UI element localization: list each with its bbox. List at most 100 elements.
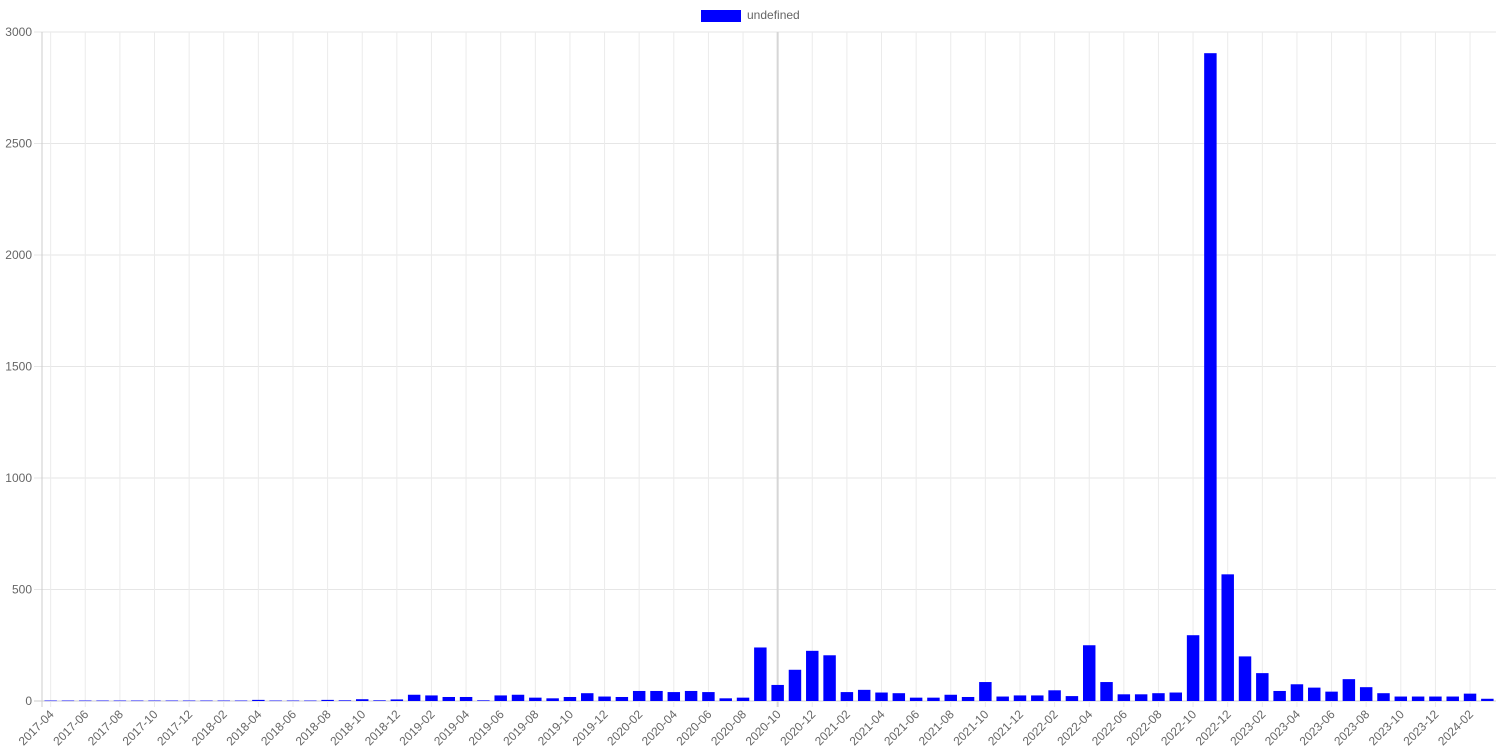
bar[interactable] — [1031, 695, 1044, 701]
x-tick-label: 2019-04 — [431, 707, 472, 748]
bar[interactable] — [1377, 693, 1390, 701]
bar[interactable] — [217, 700, 230, 702]
bar[interactable] — [390, 699, 404, 701]
bar[interactable] — [875, 692, 888, 701]
y-tick-label: 2500 — [5, 137, 32, 151]
x-tick-label: 2019-10 — [535, 707, 576, 748]
bar[interactable] — [355, 699, 369, 701]
bar[interactable] — [909, 697, 923, 701]
bar[interactable] — [529, 697, 542, 701]
bar[interactable] — [1152, 693, 1165, 701]
bar[interactable] — [840, 692, 854, 701]
bar[interactable] — [165, 700, 179, 702]
bar[interactable] — [252, 699, 265, 701]
bar[interactable] — [771, 684, 784, 701]
bar[interactable] — [1048, 690, 1061, 701]
x-tick-label: 2022-02 — [1020, 707, 1061, 748]
bar[interactable] — [1394, 696, 1408, 701]
bar[interactable] — [407, 694, 421, 701]
x-tick-label: 2022-08 — [1124, 707, 1165, 748]
bar[interactable] — [304, 700, 317, 702]
bar[interactable] — [1359, 687, 1373, 701]
x-tick-label: 2018-06 — [258, 707, 299, 748]
bar[interactable] — [1013, 695, 1027, 701]
bar[interactable] — [563, 696, 577, 701]
bar[interactable] — [615, 696, 629, 701]
bar[interactable] — [1256, 673, 1269, 701]
legend-label[interactable]: undefined — [747, 8, 800, 22]
bar[interactable] — [598, 696, 611, 701]
x-tick-label: 2023-04 — [1262, 707, 1303, 748]
bar[interactable] — [961, 696, 975, 701]
bar[interactable] — [857, 689, 871, 701]
x-tick-label: 2017-04 — [16, 707, 57, 748]
bar[interactable] — [1411, 696, 1425, 701]
bar[interactable] — [113, 700, 127, 702]
bar[interactable] — [130, 700, 144, 702]
legend-swatch[interactable] — [701, 10, 741, 22]
bar[interactable] — [1290, 684, 1304, 701]
bar[interactable] — [806, 650, 819, 701]
bar[interactable] — [581, 693, 594, 701]
bar[interactable] — [1134, 694, 1148, 701]
bar[interactable] — [1481, 698, 1494, 701]
bar[interactable] — [286, 700, 300, 702]
bar[interactable] — [996, 696, 1009, 701]
bar[interactable] — [702, 692, 715, 701]
bar[interactable] — [1342, 679, 1356, 701]
bar[interactable] — [182, 700, 196, 702]
bar[interactable] — [321, 699, 334, 701]
x-tick-label: 2018-08 — [293, 707, 334, 748]
bar[interactable] — [1308, 687, 1321, 701]
bar[interactable] — [61, 700, 75, 702]
bar[interactable] — [1325, 691, 1338, 701]
bar[interactable] — [1065, 696, 1079, 701]
bar[interactable] — [1117, 694, 1131, 701]
y-tick-label: 1000 — [5, 471, 32, 485]
bar[interactable] — [650, 690, 663, 701]
bar[interactable] — [477, 700, 490, 701]
bar[interactable] — [736, 697, 750, 701]
bar[interactable] — [823, 655, 836, 701]
bar[interactable] — [269, 700, 282, 702]
bar[interactable] — [79, 700, 92, 702]
bar[interactable] — [425, 695, 438, 701]
bar[interactable] — [1169, 692, 1183, 701]
bar[interactable] — [1446, 696, 1459, 701]
bar[interactable] — [44, 700, 57, 702]
bar[interactable] — [667, 692, 681, 701]
x-tick-label: 2023-12 — [1400, 707, 1441, 748]
bar[interactable] — [944, 694, 957, 701]
bar[interactable] — [1082, 645, 1096, 701]
bar[interactable] — [1463, 693, 1477, 701]
legend[interactable]: undefined — [701, 8, 800, 22]
bar[interactable] — [927, 697, 940, 701]
bar[interactable] — [1429, 696, 1442, 701]
bar[interactable] — [459, 696, 473, 701]
bar[interactable] — [684, 690, 698, 701]
bar[interactable] — [1221, 574, 1234, 701]
bar[interactable] — [511, 694, 525, 701]
bar[interactable] — [442, 696, 456, 701]
bar[interactable] — [1100, 682, 1113, 701]
x-tick-label: 2019-12 — [570, 707, 611, 748]
bar[interactable] — [754, 647, 767, 701]
bar[interactable] — [338, 700, 352, 701]
bar[interactable] — [1204, 53, 1217, 702]
bar[interactable] — [96, 700, 109, 702]
bar[interactable] — [1273, 690, 1286, 701]
x-tick-label: 2022-04 — [1054, 707, 1095, 748]
bar[interactable] — [546, 698, 559, 701]
bar[interactable] — [979, 682, 992, 701]
bar[interactable] — [373, 700, 386, 701]
bar[interactable] — [1238, 656, 1252, 701]
bar[interactable] — [788, 669, 802, 701]
bar[interactable] — [632, 690, 646, 701]
bar[interactable] — [1186, 635, 1200, 701]
bar[interactable] — [719, 698, 732, 701]
bar[interactable] — [148, 700, 161, 702]
bar[interactable] — [234, 700, 248, 702]
bar[interactable] — [200, 700, 213, 702]
bar[interactable] — [892, 693, 906, 701]
bar[interactable] — [494, 695, 507, 701]
